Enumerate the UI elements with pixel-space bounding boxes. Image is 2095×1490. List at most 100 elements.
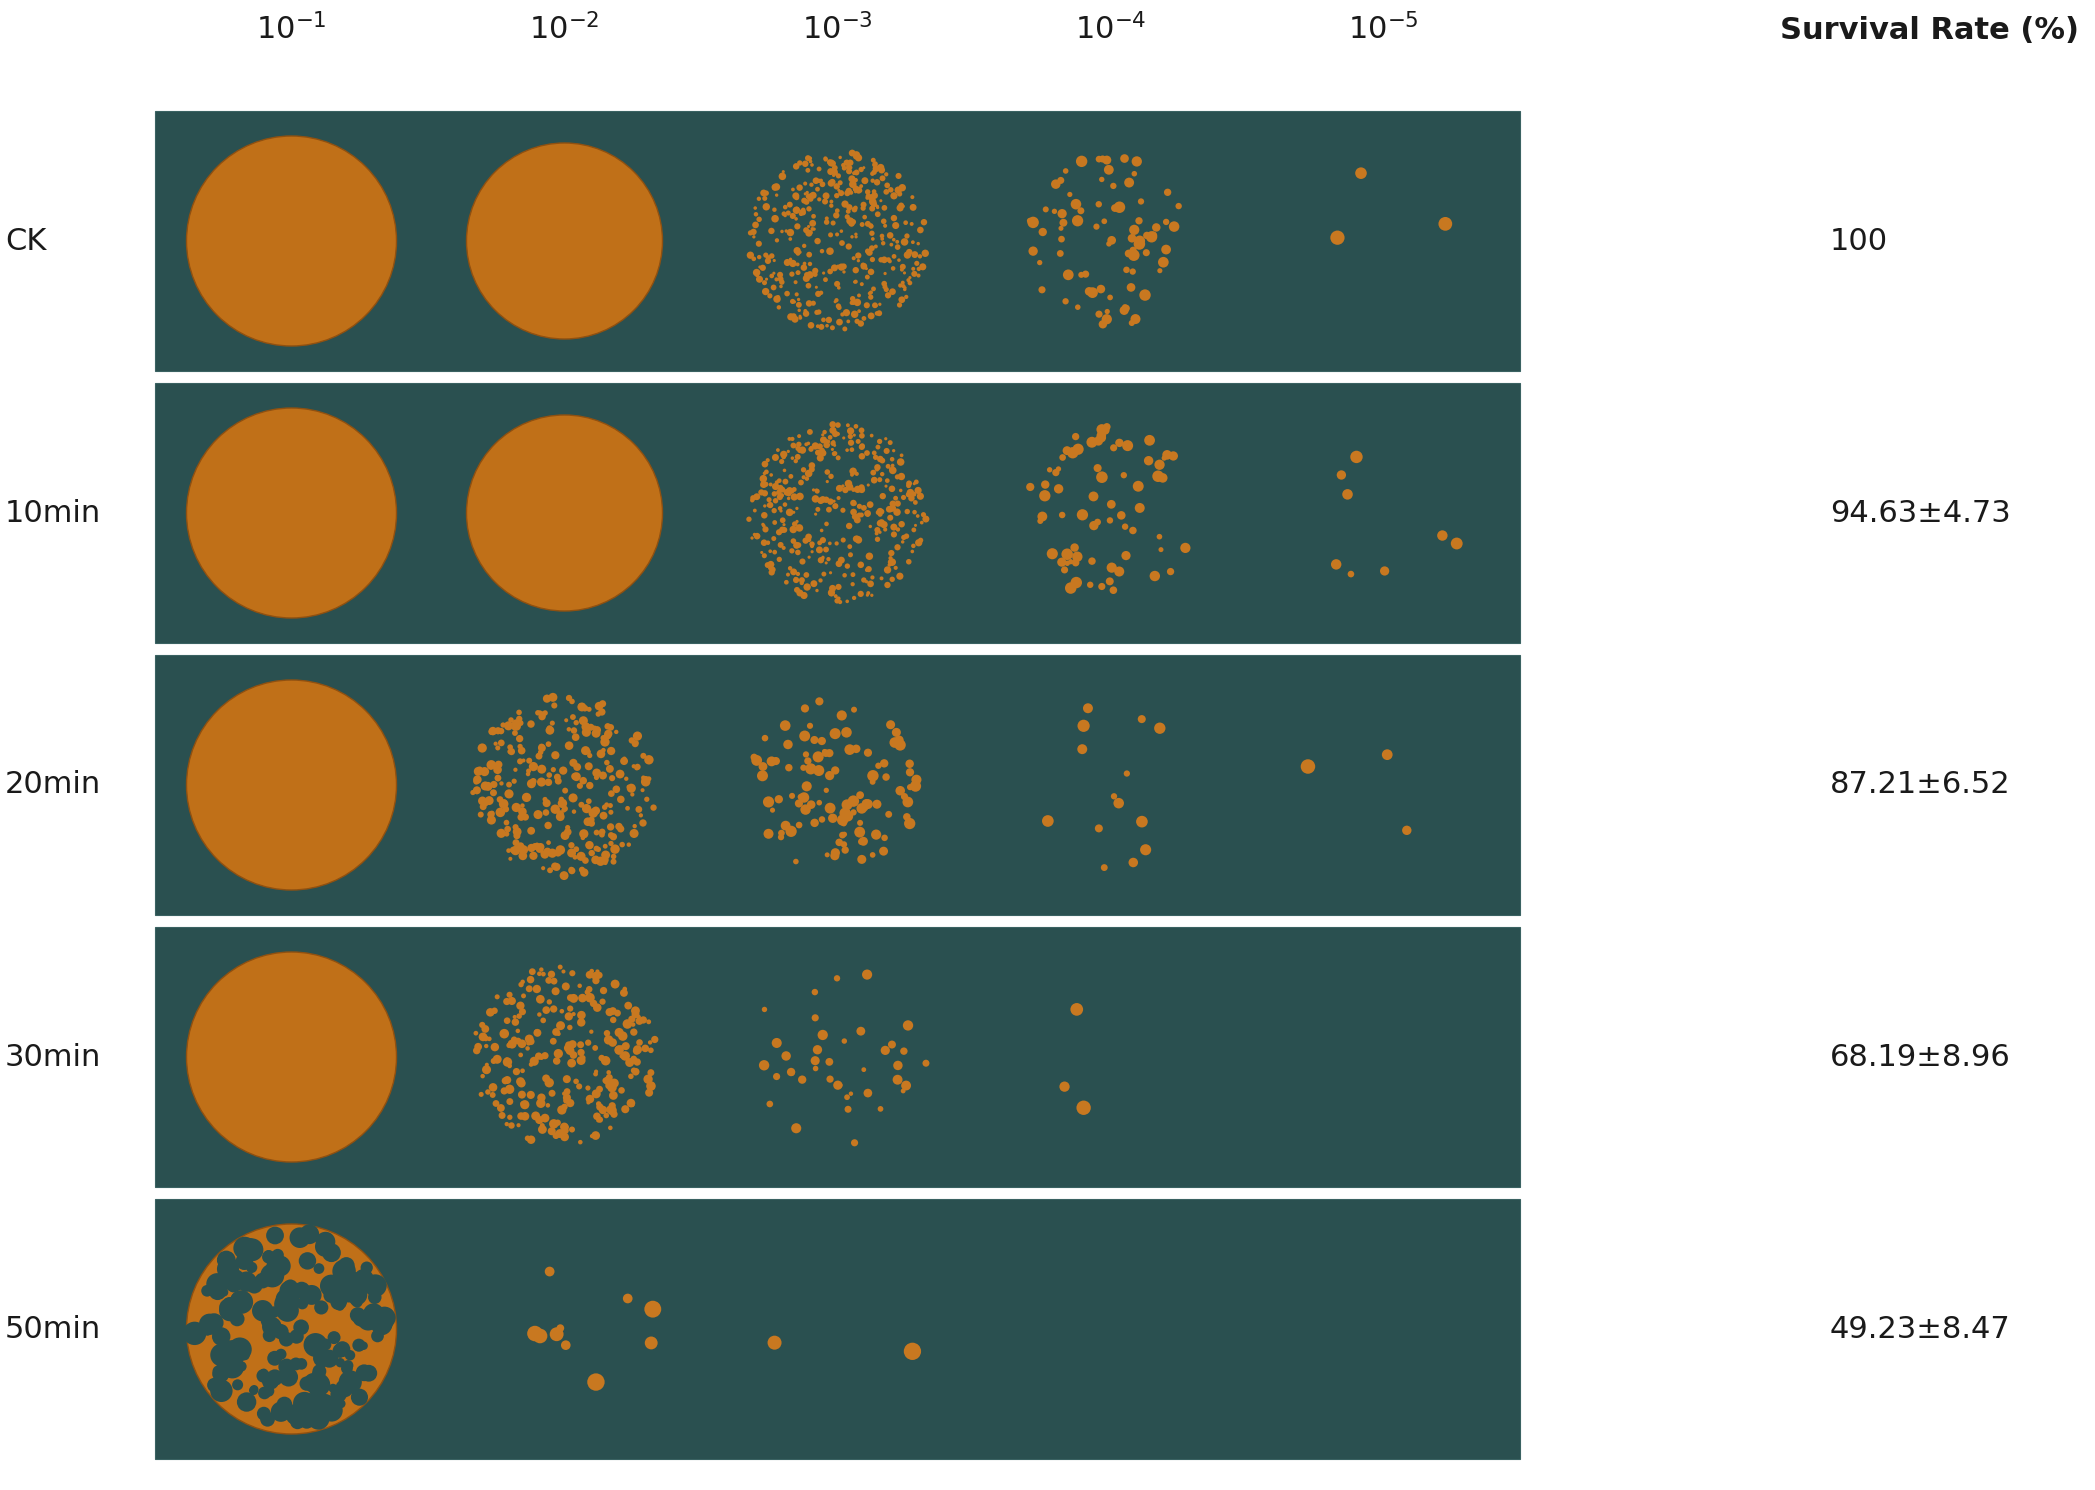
Circle shape: [796, 446, 800, 451]
Circle shape: [846, 159, 853, 165]
Circle shape: [848, 191, 853, 195]
Circle shape: [830, 422, 836, 428]
Circle shape: [876, 510, 880, 516]
Circle shape: [599, 828, 605, 836]
Circle shape: [1175, 203, 1182, 209]
Circle shape: [909, 222, 913, 226]
Circle shape: [777, 495, 784, 501]
Circle shape: [568, 793, 578, 803]
Circle shape: [492, 1055, 501, 1064]
Circle shape: [513, 827, 522, 836]
Circle shape: [819, 179, 823, 182]
Circle shape: [905, 818, 916, 828]
Circle shape: [572, 772, 580, 781]
Circle shape: [1058, 557, 1066, 566]
Circle shape: [777, 542, 784, 548]
Circle shape: [599, 772, 608, 779]
Circle shape: [585, 989, 591, 995]
Circle shape: [486, 1009, 494, 1016]
Circle shape: [517, 1079, 526, 1088]
Circle shape: [1102, 155, 1110, 164]
Circle shape: [746, 517, 752, 522]
Circle shape: [800, 764, 807, 770]
Circle shape: [742, 146, 932, 337]
Circle shape: [882, 286, 886, 289]
Circle shape: [578, 994, 587, 1003]
Circle shape: [323, 1350, 333, 1360]
Circle shape: [892, 253, 897, 259]
Circle shape: [836, 596, 840, 600]
Circle shape: [624, 1058, 635, 1067]
Circle shape: [333, 1344, 348, 1357]
Circle shape: [585, 1085, 591, 1091]
Circle shape: [589, 817, 595, 822]
Circle shape: [813, 751, 823, 763]
Circle shape: [515, 846, 520, 851]
Circle shape: [796, 550, 800, 556]
Circle shape: [515, 715, 522, 723]
Circle shape: [848, 1092, 853, 1097]
Circle shape: [1098, 320, 1106, 328]
Circle shape: [488, 729, 494, 735]
Circle shape: [1119, 305, 1129, 314]
Circle shape: [274, 1348, 287, 1360]
Circle shape: [844, 159, 851, 165]
Circle shape: [626, 784, 637, 793]
Circle shape: [821, 271, 825, 274]
Circle shape: [899, 489, 903, 492]
Circle shape: [895, 244, 901, 250]
Circle shape: [788, 313, 794, 320]
Circle shape: [796, 298, 800, 301]
Circle shape: [530, 852, 538, 860]
Circle shape: [916, 539, 922, 547]
Circle shape: [262, 1250, 277, 1264]
Circle shape: [884, 478, 890, 483]
Circle shape: [851, 297, 855, 301]
Circle shape: [1161, 456, 1167, 460]
Circle shape: [874, 304, 878, 307]
Circle shape: [612, 1107, 616, 1112]
Circle shape: [1041, 480, 1050, 489]
Circle shape: [526, 1091, 534, 1100]
Circle shape: [825, 247, 834, 255]
Circle shape: [830, 179, 836, 185]
Circle shape: [758, 489, 765, 496]
Circle shape: [796, 252, 800, 256]
Circle shape: [890, 532, 897, 538]
Circle shape: [825, 1058, 834, 1065]
Circle shape: [576, 1010, 587, 1019]
Circle shape: [331, 1275, 354, 1298]
Circle shape: [842, 487, 848, 493]
Circle shape: [509, 717, 513, 723]
Circle shape: [790, 526, 796, 533]
Circle shape: [480, 1074, 484, 1079]
Circle shape: [888, 559, 895, 566]
Circle shape: [591, 806, 599, 815]
Circle shape: [249, 1386, 258, 1393]
Circle shape: [260, 1368, 268, 1377]
Circle shape: [767, 541, 771, 545]
Circle shape: [832, 165, 838, 171]
Circle shape: [840, 538, 846, 542]
Circle shape: [568, 842, 574, 848]
Circle shape: [865, 194, 872, 200]
Circle shape: [1108, 235, 1117, 244]
Circle shape: [790, 493, 798, 501]
Circle shape: [507, 997, 515, 1006]
Circle shape: [570, 727, 578, 733]
Circle shape: [339, 1371, 362, 1393]
Circle shape: [1129, 858, 1138, 867]
Circle shape: [779, 487, 786, 493]
Circle shape: [587, 997, 593, 1003]
Circle shape: [846, 209, 851, 213]
Circle shape: [846, 428, 855, 435]
Circle shape: [608, 1106, 616, 1115]
Circle shape: [869, 779, 876, 785]
Circle shape: [878, 167, 884, 173]
Circle shape: [262, 1317, 281, 1337]
Circle shape: [547, 1126, 555, 1135]
Circle shape: [591, 1000, 597, 1007]
Circle shape: [811, 580, 817, 587]
Circle shape: [909, 495, 916, 502]
Circle shape: [1439, 218, 1452, 231]
